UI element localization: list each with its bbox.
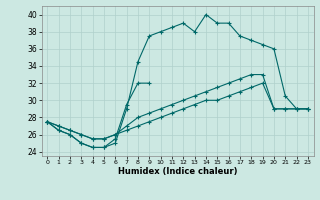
X-axis label: Humidex (Indice chaleur): Humidex (Indice chaleur) (118, 167, 237, 176)
